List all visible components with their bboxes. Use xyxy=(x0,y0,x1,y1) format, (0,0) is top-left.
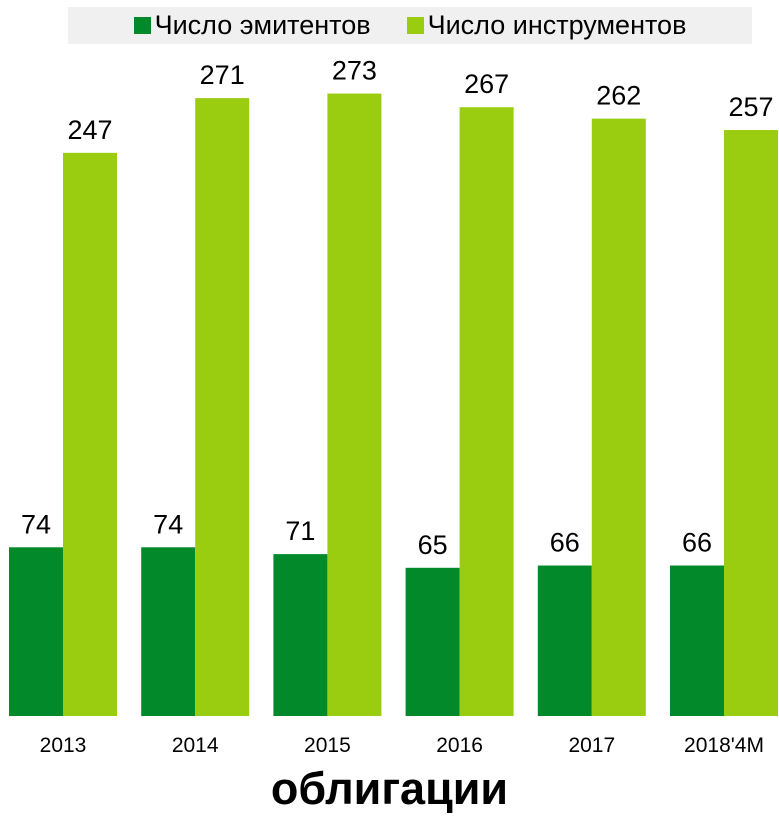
legend-label-issuers: Число эмитентов xyxy=(154,10,371,40)
bar-chart: 74 247 2013 74 271 2014 71 273 2015 65 267 2016 66 26… xyxy=(9,56,778,757)
x-tick-label-2015: 2015 xyxy=(304,734,351,757)
data-label-instruments-2013: 247 xyxy=(67,115,112,145)
bar-issuers-2015 xyxy=(273,554,328,716)
bar-issuers-2017 xyxy=(537,565,592,716)
data-label-issuers-2013: 74 xyxy=(21,509,51,539)
chart-caption: облигации xyxy=(270,763,509,814)
x-tick-label-2014: 2014 xyxy=(172,734,219,757)
data-label-issuers-2015: 71 xyxy=(285,516,315,546)
legend: Число эмитентов Число инструментов xyxy=(68,7,752,44)
data-label-issuers-2017: 66 xyxy=(550,528,580,558)
x-tick-label-2018'4M: 2018'4M xyxy=(684,734,764,757)
x-tick-label-2013: 2013 xyxy=(40,734,87,757)
bar-instruments-2016 xyxy=(459,107,514,717)
data-label-instruments-2014: 271 xyxy=(200,60,245,90)
bar-instruments-2013 xyxy=(63,152,117,717)
data-label-instruments-2018'4M: 257 xyxy=(728,92,773,122)
data-label-instruments-2017: 262 xyxy=(596,81,641,111)
legend-label-instruments: Число инструментов xyxy=(427,10,687,40)
bar-issuers-2018'4M xyxy=(670,565,724,716)
bar-instruments-2017 xyxy=(591,118,646,716)
bar-issuers-2014 xyxy=(141,547,196,716)
legend-item-issuers: Число эмитентов xyxy=(133,10,371,41)
data-label-instruments-2016: 267 xyxy=(464,69,509,99)
data-label-instruments-2015: 273 xyxy=(332,56,377,86)
bar-instruments-2015 xyxy=(327,93,382,716)
x-tick-label-2017: 2017 xyxy=(568,734,615,757)
legend-swatch-instruments xyxy=(406,17,424,34)
bar-instruments-2018'4M xyxy=(724,130,778,717)
x-tick-label-2016: 2016 xyxy=(436,734,483,757)
legend-swatch-issuers xyxy=(133,17,151,34)
data-label-issuers-2014: 74 xyxy=(153,509,183,539)
data-label-issuers-2018'4M: 66 xyxy=(682,528,712,558)
bar-instruments-2014 xyxy=(195,98,250,717)
data-label-issuers-2016: 65 xyxy=(418,530,448,560)
bar-issuers-2013 xyxy=(9,547,63,716)
legend-item-instruments: Число инструментов xyxy=(406,10,687,41)
bar-issuers-2016 xyxy=(405,567,460,716)
